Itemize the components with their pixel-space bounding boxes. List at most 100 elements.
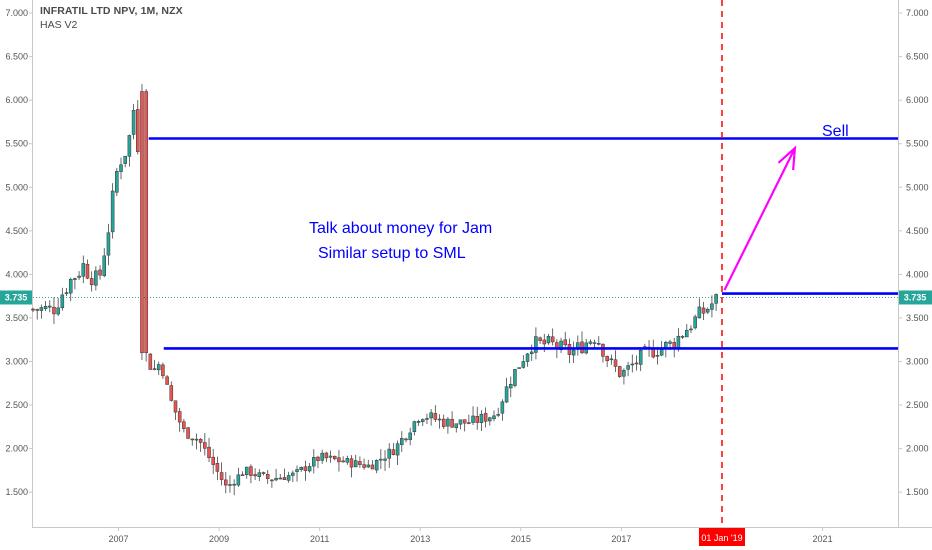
candle-up [274, 478, 278, 481]
candle-down [563, 339, 568, 346]
candle-up [119, 164, 123, 172]
candle-down [253, 474, 257, 477]
price-badge-left: 3.735 [0, 290, 32, 305]
candle-down [52, 306, 56, 315]
candle-down [467, 422, 471, 424]
candle-down [475, 416, 479, 423]
y-tick-label-right: 2.500 [906, 400, 929, 410]
y-tick-label-right: 6.000 [906, 95, 929, 105]
candle-down [701, 307, 706, 314]
candle-up [534, 336, 538, 353]
candle-down [617, 366, 622, 377]
candle-up [127, 135, 132, 157]
price-badge-right: 3.735 [899, 290, 932, 305]
candle-up [509, 384, 513, 389]
candle-down [362, 464, 366, 468]
candle-down [203, 442, 207, 449]
candle-down [349, 458, 354, 468]
candle-down [542, 339, 547, 345]
candle-down [219, 472, 224, 480]
candle-down [177, 411, 182, 423]
candle-down [332, 456, 337, 460]
annotation-line-2: Similar setup to SML [318, 245, 466, 262]
x-tick-label: 2013 [410, 534, 430, 544]
candle-up [437, 418, 442, 421]
candle-up [295, 469, 299, 473]
candle-up [429, 412, 433, 419]
candle-up [420, 419, 425, 422]
y-tick-label-left: 3.500 [5, 313, 28, 323]
candle-up [73, 278, 77, 280]
candle-up [680, 336, 685, 338]
candle-down [211, 456, 215, 465]
candle-up [156, 364, 161, 371]
candle-up [500, 401, 505, 414]
candle-down [240, 474, 245, 476]
candle-up [425, 418, 429, 420]
x-tick-label: 2007 [108, 534, 128, 544]
candle-up [383, 458, 387, 461]
sell-arrow [723, 145, 797, 291]
candle-up [668, 341, 672, 344]
candle-down [161, 364, 165, 377]
candle-up [685, 329, 689, 338]
y-tick-label-right: 3.500 [906, 313, 929, 323]
candle-up [454, 423, 459, 429]
candle-up [291, 472, 295, 476]
date-badge-text: 01 Jan '19 [701, 533, 742, 543]
candle-down [433, 413, 438, 420]
candle-up [123, 155, 127, 164]
candle-down [605, 356, 609, 361]
candle-down [450, 418, 454, 428]
candle-up [312, 457, 316, 467]
candle-up [529, 351, 534, 355]
candle-up [236, 474, 241, 486]
candle-up [479, 413, 484, 424]
x-tick-label: 2017 [611, 534, 631, 544]
candle-up [115, 171, 119, 193]
candle-down [190, 438, 195, 441]
candle-down [198, 439, 203, 443]
candle-down [634, 362, 639, 365]
candle-up [64, 292, 69, 294]
candle-down [316, 456, 320, 461]
candle-down [265, 474, 270, 479]
candle-up [446, 418, 450, 427]
y-tick-label-left: 2.500 [5, 400, 28, 410]
candle-down [165, 376, 169, 385]
candle-up [513, 369, 517, 386]
candle-up [48, 305, 52, 308]
candle-up [81, 263, 86, 277]
candle-down [224, 479, 228, 486]
candle-up [655, 355, 660, 357]
level-lines [148, 137, 898, 350]
candle-up [705, 308, 710, 313]
x-tick-label: 2009 [209, 534, 229, 544]
y-tick-label-left: 4.500 [5, 226, 28, 236]
x-tick-label: 2015 [511, 534, 531, 544]
candle-up [517, 367, 521, 369]
candle-up [638, 350, 643, 365]
y-tick-label-left: 6.000 [5, 95, 28, 105]
candle-up [588, 341, 593, 344]
candle-up [492, 415, 496, 420]
candle-down [173, 400, 178, 413]
candle-down [261, 472, 266, 474]
candle-up [412, 421, 417, 432]
candle-up [94, 270, 98, 286]
candle-down [672, 342, 676, 349]
candle-down [391, 449, 396, 456]
candle-down [144, 91, 148, 354]
candle-up [714, 294, 718, 304]
candle-up [630, 363, 635, 366]
candle-down [186, 427, 190, 439]
x-tick-label: 2011 [310, 534, 329, 544]
candle-down [85, 263, 90, 279]
candle-up [77, 275, 81, 278]
candle-up [626, 365, 630, 370]
y-tick-label-right: 3.000 [906, 356, 929, 366]
candle-up [525, 353, 530, 362]
candles [31, 84, 718, 496]
candle-down [404, 438, 408, 441]
candle-up [458, 419, 463, 425]
